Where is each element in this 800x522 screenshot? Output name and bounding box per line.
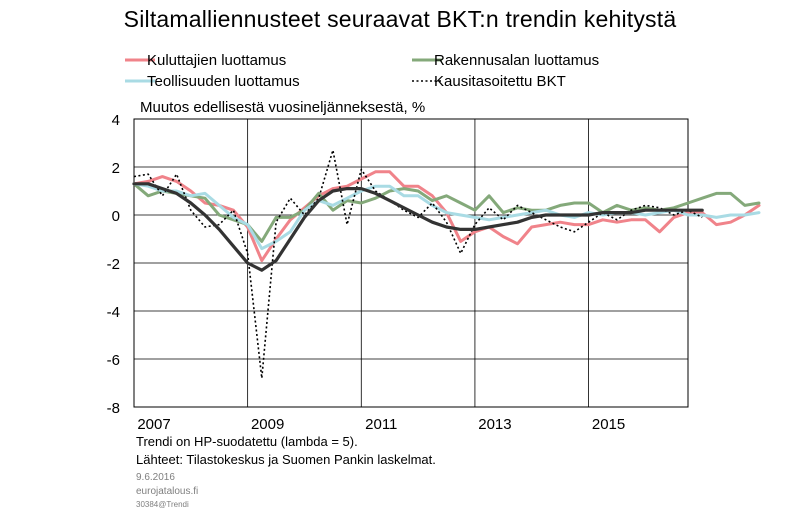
y-tick-label: 2 <box>112 160 120 177</box>
legend-label: Teollisuuden luottamus <box>147 73 300 90</box>
legend-label: Kausitasoitettu BKT <box>434 73 566 90</box>
y-tick-label: -2 <box>107 256 120 273</box>
x-tick-label: 2015 <box>592 416 625 433</box>
legend-label: Rakennusalan luottamus <box>434 52 599 69</box>
note-trend: Trendi on HP-suodatettu (lambda = 5). <box>136 434 358 449</box>
x-tick-label: 2007 <box>137 416 170 433</box>
plot-frame <box>133 118 689 408</box>
y-tick-label: 0 <box>112 208 120 225</box>
y-tick-label: -8 <box>107 400 120 417</box>
y-axis-label: Muutos edellisestä vuosineljänneksestä, … <box>140 99 426 116</box>
series-line-3 <box>133 149 703 380</box>
legend-label: Kuluttajien luottamus <box>147 52 286 69</box>
y-tick-label: -4 <box>107 304 120 321</box>
x-tick-label: 2013 <box>478 416 511 433</box>
x-tick-label: 2009 <box>251 416 284 433</box>
y-tick-label: 4 <box>112 112 120 129</box>
footer-date: 9.6.2016 <box>136 472 175 483</box>
note-sources: Lähteet: Tilastokeskus ja Suomen Pankin … <box>136 452 436 467</box>
y-tick-label: -6 <box>107 352 120 369</box>
footer-site: eurojatalous.fi <box>136 486 199 497</box>
series-line-2 <box>132 182 761 251</box>
chart-title: Siltamalliennusteet seuraavat BKT:n tren… <box>123 6 677 32</box>
series-line-4 <box>132 182 704 272</box>
x-tick-label: 2011 <box>365 416 397 433</box>
footer-code: 30384@Trendi <box>136 500 189 509</box>
